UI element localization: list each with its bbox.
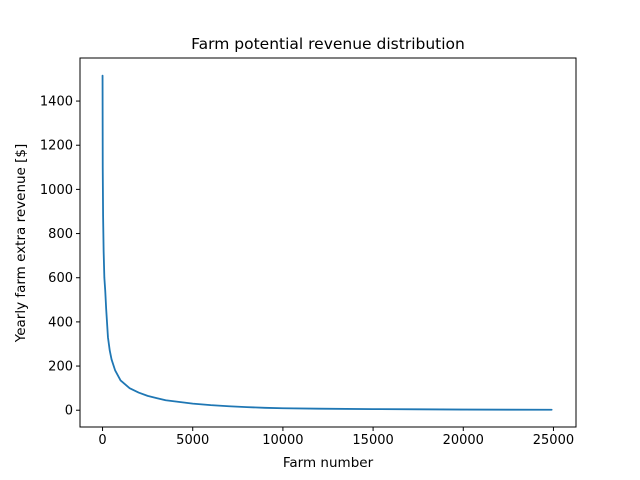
y-axis-title: Yearly farm extra revenue [$] [13,144,29,344]
y-tick-label: 600 [48,271,73,286]
x-tick-label: 25000 [533,433,574,448]
x-tick-label: 10000 [262,433,303,448]
axes-frame [79,57,577,428]
series-line-0 [101,74,553,411]
y-tick-label: 800 [48,227,73,242]
x-tick-label: 5000 [176,433,209,448]
y-tick-label: 0 [65,404,73,419]
y-tick-label: 1400 [40,95,73,110]
chart-title: Farm potential revenue distribution [191,35,465,53]
plot-area: 0 5000 10000 15000 20000 25000 0 200 400 600 800 10… [40,57,577,448]
y-tick-label: 200 [48,360,73,375]
x-tick-label: 0 [98,433,106,448]
y-tick-label: 400 [48,315,73,330]
y-tick-label: 1000 [40,183,73,198]
x-tick-label: 20000 [443,433,484,448]
x-axis-title: Farm number [283,455,374,471]
y-tick-label: 1200 [40,139,73,154]
x-tick-label: 15000 [352,433,393,448]
